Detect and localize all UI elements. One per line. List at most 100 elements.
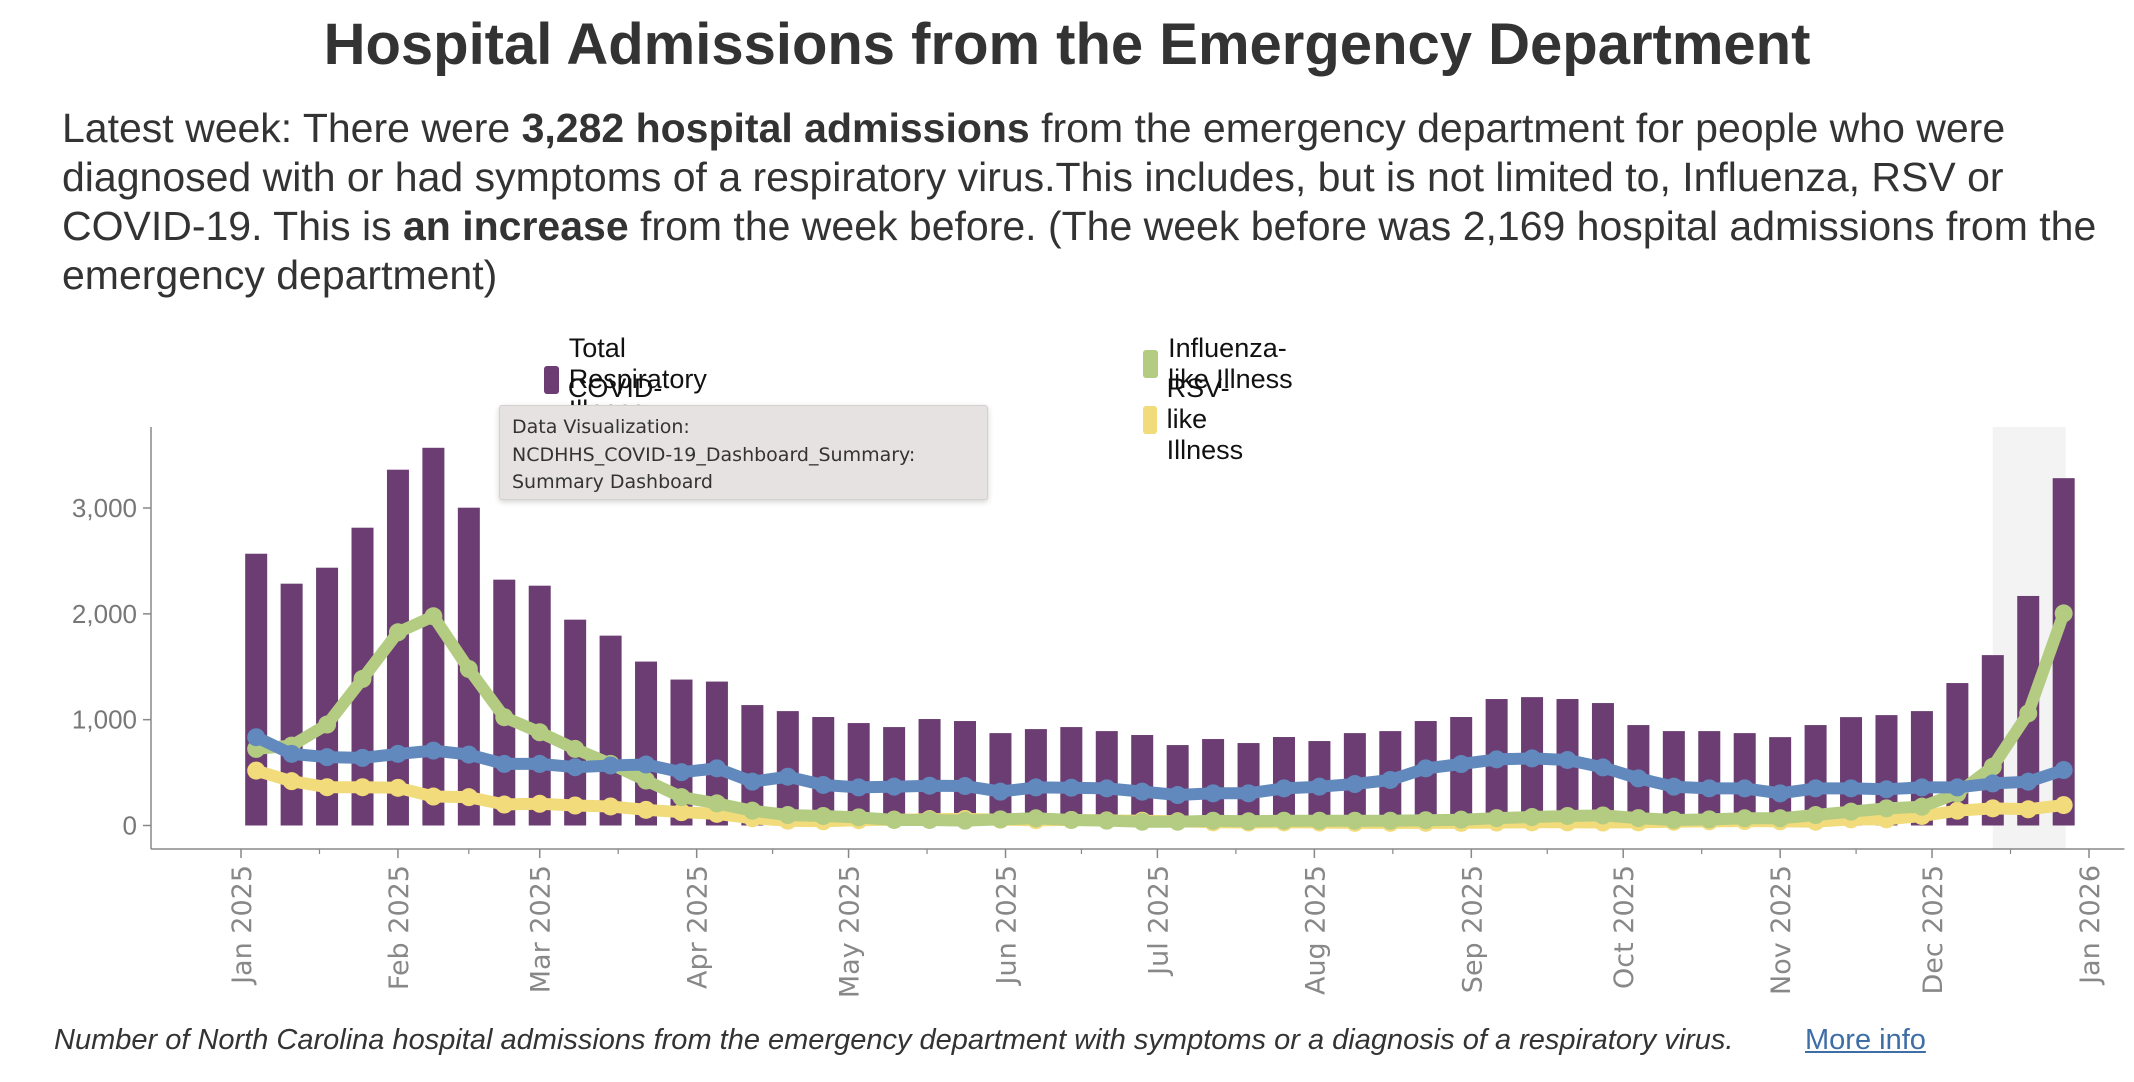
bar-total-respiratory[interactable] <box>1804 725 1827 826</box>
point-covid-like-illness[interactable] <box>743 772 762 791</box>
point-covid-like-illness[interactable] <box>707 759 726 778</box>
bar-total-respiratory[interactable] <box>386 469 409 826</box>
more-info-link[interactable]: More info <box>1805 1024 1926 1056</box>
point-covid-like-illness[interactable] <box>1735 779 1754 798</box>
point-influenza-like-illness[interactable] <box>1842 802 1861 821</box>
point-rsv-like-illness[interactable] <box>495 795 514 814</box>
bar-total-respiratory[interactable] <box>741 705 764 826</box>
point-rsv-like-illness[interactable] <box>530 794 549 813</box>
bar-total-respiratory[interactable] <box>245 553 268 826</box>
point-influenza-like-illness[interactable] <box>849 808 868 827</box>
point-influenza-like-illness[interactable] <box>1735 809 1754 828</box>
legend-item-influenza[interactable]: Influenza-like Illness <box>1143 333 1300 395</box>
point-covid-like-illness[interactable] <box>1912 778 1931 797</box>
point-influenza-like-illness[interactable] <box>956 811 975 830</box>
bar-total-respiratory[interactable] <box>954 721 977 826</box>
point-covid-like-illness[interactable] <box>495 754 514 773</box>
point-influenza-like-illness[interactable] <box>1877 799 1896 818</box>
bar-total-respiratory[interactable] <box>528 585 551 826</box>
point-covid-like-illness[interactable] <box>920 776 939 795</box>
point-covid-like-illness[interactable] <box>1700 779 1719 798</box>
point-influenza-like-illness[interactable] <box>1310 811 1329 830</box>
point-influenza-like-illness[interactable] <box>1133 812 1152 831</box>
point-influenza-like-illness[interactable] <box>1239 812 1258 831</box>
point-covid-like-illness[interactable] <box>637 755 656 774</box>
point-influenza-like-illness[interactable] <box>566 739 585 758</box>
point-covid-like-illness[interactable] <box>459 745 478 764</box>
bar-total-respiratory[interactable] <box>1024 729 1047 826</box>
point-covid-like-illness[interactable] <box>282 744 301 763</box>
bar-total-respiratory[interactable] <box>1131 735 1154 826</box>
bar-total-respiratory[interactable] <box>422 447 445 826</box>
point-covid-like-illness[interactable] <box>1983 774 2002 793</box>
point-influenza-like-illness[interactable] <box>778 806 797 825</box>
point-influenza-like-illness[interactable] <box>707 794 726 813</box>
point-covid-like-illness[interactable] <box>1593 758 1612 777</box>
point-rsv-like-illness[interactable] <box>672 803 691 822</box>
point-covid-like-illness[interactable] <box>2019 772 2038 791</box>
point-covid-like-illness[interactable] <box>1558 750 1577 769</box>
point-influenza-like-illness[interactable] <box>1381 811 1400 830</box>
bar-total-respiratory[interactable] <box>1698 731 1721 826</box>
point-covid-like-illness[interactable] <box>1168 786 1187 805</box>
point-covid-like-illness[interactable] <box>1877 780 1896 799</box>
point-influenza-like-illness[interactable] <box>1062 810 1081 829</box>
point-covid-like-illness[interactable] <box>672 763 691 782</box>
point-influenza-like-illness[interactable] <box>885 810 904 829</box>
point-covid-like-illness[interactable] <box>1771 784 1790 803</box>
point-influenza-like-illness[interactable] <box>424 607 443 626</box>
point-covid-like-illness[interactable] <box>1487 750 1506 769</box>
point-influenza-like-illness[interactable] <box>1274 811 1293 830</box>
point-covid-like-illness[interactable] <box>318 748 337 767</box>
point-covid-like-illness[interactable] <box>1097 779 1116 798</box>
point-rsv-like-illness[interactable] <box>318 778 337 797</box>
point-influenza-like-illness[interactable] <box>1345 811 1364 830</box>
point-influenza-like-illness[interactable] <box>1416 811 1435 830</box>
point-influenza-like-illness[interactable] <box>388 623 407 642</box>
point-influenza-like-illness[interactable] <box>353 669 372 688</box>
point-influenza-like-illness[interactable] <box>1700 810 1719 829</box>
bar-total-respiratory[interactable] <box>883 727 906 826</box>
bar-total-respiratory[interactable] <box>564 619 587 826</box>
point-influenza-like-illness[interactable] <box>1558 806 1577 825</box>
bar-total-respiratory[interactable] <box>705 681 728 826</box>
point-rsv-like-illness[interactable] <box>353 778 372 797</box>
point-influenza-like-illness[interactable] <box>1452 810 1471 829</box>
bar-total-respiratory[interactable] <box>847 723 870 826</box>
point-covid-like-illness[interactable] <box>601 756 620 775</box>
point-covid-like-illness[interactable] <box>849 778 868 797</box>
bar-total-respiratory[interactable] <box>1733 733 1756 826</box>
point-rsv-like-illness[interactable] <box>282 772 301 791</box>
bar-total-respiratory[interactable] <box>1237 743 1260 826</box>
point-influenza-like-illness[interactable] <box>672 788 691 807</box>
bar-total-respiratory[interactable] <box>1202 739 1225 826</box>
bar-total-respiratory[interactable] <box>2052 478 2075 826</box>
point-influenza-like-illness[interactable] <box>1204 811 1223 830</box>
point-covid-like-illness[interactable] <box>814 775 833 794</box>
point-influenza-like-illness[interactable] <box>1026 809 1045 828</box>
point-influenza-like-illness[interactable] <box>1771 809 1790 828</box>
point-rsv-like-illness[interactable] <box>424 787 443 806</box>
point-covid-like-illness[interactable] <box>424 741 443 760</box>
point-rsv-like-illness[interactable] <box>459 788 478 807</box>
point-rsv-like-illness[interactable] <box>637 800 656 819</box>
point-covid-like-illness[interactable] <box>1523 749 1542 768</box>
point-rsv-like-illness[interactable] <box>1983 799 2002 818</box>
point-influenza-like-illness[interactable] <box>743 801 762 820</box>
point-covid-like-illness[interactable] <box>1629 769 1648 788</box>
bar-total-respiratory[interactable] <box>812 717 835 826</box>
point-influenza-like-illness[interactable] <box>1664 810 1683 829</box>
point-influenza-like-illness[interactable] <box>495 708 514 727</box>
bar-total-respiratory[interactable] <box>1875 715 1898 826</box>
point-rsv-like-illness[interactable] <box>247 761 266 780</box>
point-covid-like-illness[interactable] <box>1062 778 1081 797</box>
point-influenza-like-illness[interactable] <box>1168 812 1187 831</box>
point-influenza-like-illness[interactable] <box>991 810 1010 829</box>
bar-total-respiratory[interactable] <box>599 635 622 826</box>
point-covid-like-illness[interactable] <box>778 767 797 786</box>
point-covid-like-illness[interactable] <box>1133 782 1152 801</box>
point-influenza-like-illness[interactable] <box>1097 811 1116 830</box>
point-covid-like-illness[interactable] <box>530 754 549 773</box>
point-influenza-like-illness[interactable] <box>1629 809 1648 828</box>
point-covid-like-illness[interactable] <box>1416 759 1435 778</box>
